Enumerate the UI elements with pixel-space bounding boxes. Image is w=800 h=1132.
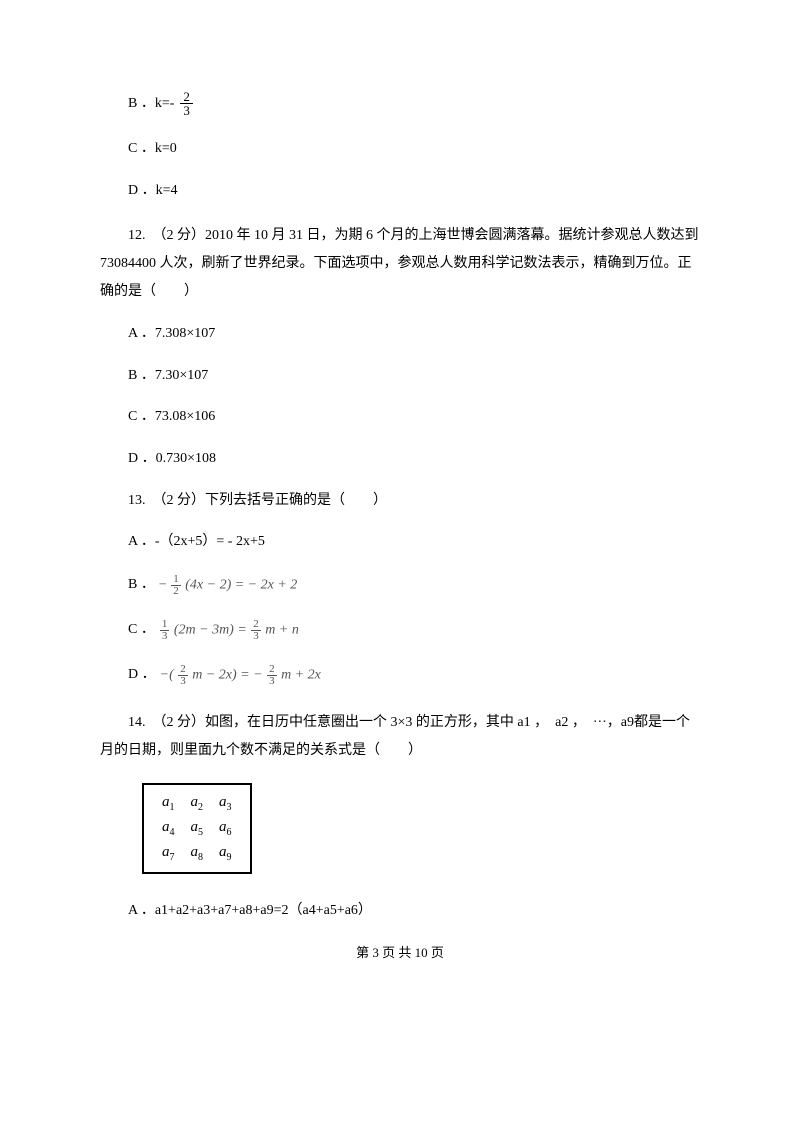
fraction-2-3c: 2 3 — [178, 664, 188, 687]
equation-c: 1 3 (2m − 3m) = 2 3 m + n — [159, 619, 299, 642]
q12-option-b: B ．7.30×107 — [100, 366, 700, 386]
q11-optB-prefix: B ．k=‑ — [128, 94, 174, 114]
calendar-table: a1 a2 a3 a4 a5 a6 a7 a8 a9 — [154, 791, 240, 866]
q13-option-d: D ． −( 2 3 m − 2x) = − 2 3 m + 2x — [100, 664, 700, 687]
q13-option-c: C ． 1 3 (2m − 3m) = 2 3 m + n — [100, 619, 700, 642]
equation-b: − 1 2 (4x − 2) = − 2x + 2 — [159, 574, 297, 597]
q13-stem: 13. （2 分）下列去括号正确的是（ ） — [100, 491, 700, 511]
fraction-2-3: 2 3 — [180, 90, 193, 117]
q11-option-c: C ．k=0 — [100, 139, 700, 159]
exam-page: B ．k=‑ 2 3 C ．k=0 D ．k=4 12. （2 分）2010 年… — [0, 0, 800, 991]
q13-option-a: A ．‑（2x+5）= ‑ 2x+5 — [100, 532, 700, 552]
page-footer: 第 3 页 共 10 页 — [100, 942, 700, 961]
q14-option-a: A ．a1+a2+a3+a7+a8+a9=2（a4+a5+a6） — [100, 901, 700, 921]
q12-option-c: C ．73.08×106 — [100, 407, 700, 427]
fraction-1-3: 1 3 — [160, 619, 170, 642]
q11-option-d: D ．k=4 — [100, 181, 700, 201]
q12-option-a: A ．7.308×107 — [100, 324, 700, 344]
fraction-1-2: 1 2 — [171, 574, 181, 597]
q11-option-b: B ．k=‑ 2 3 — [100, 90, 700, 117]
fraction-2-3b: 2 3 — [251, 619, 261, 642]
q12-option-d: D ．0.730×108 — [100, 449, 700, 469]
q14-stem: 14. （2 分）如图，在日历中任意圈出一个 3×3 的正方形，其中 a1 ， … — [100, 709, 700, 765]
fraction-2-3d: 2 3 — [267, 664, 277, 687]
table-row: a1 a2 a3 — [154, 791, 240, 816]
q12-stem: 12. （2 分）2010 年 10 月 31 日，为期 6 个月的上海世博会圆… — [100, 222, 700, 306]
equation-d: −( 2 3 m − 2x) = − 2 3 m + 2x — [160, 664, 321, 687]
table-row: a4 a5 a6 — [154, 816, 240, 841]
calendar-grid: a1 a2 a3 a4 a5 a6 a7 a8 a9 — [142, 783, 252, 874]
table-row: a7 a8 a9 — [154, 841, 240, 866]
q13-option-b: B ． − 1 2 (4x − 2) = − 2x + 2 — [100, 574, 700, 597]
